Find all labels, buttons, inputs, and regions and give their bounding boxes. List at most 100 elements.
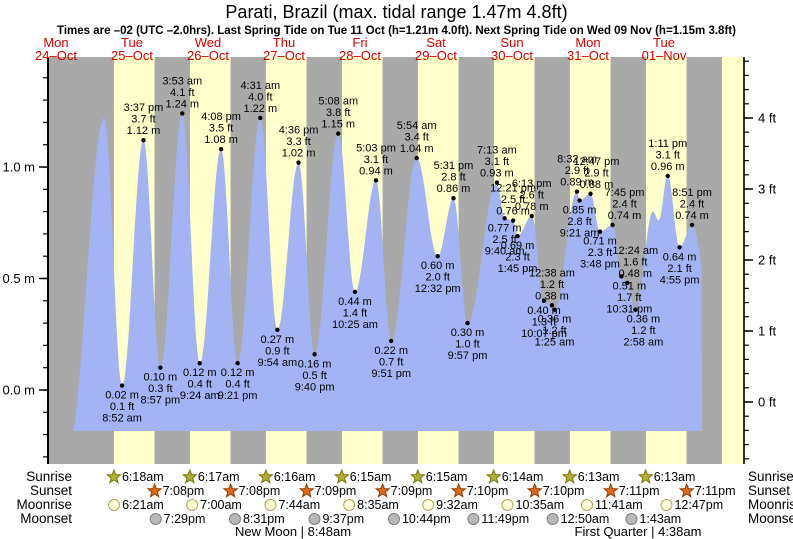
tide-annotation-line: 8:52 am	[102, 413, 142, 425]
daylight-band	[721, 57, 744, 464]
tide-annotation-line: 2.3 ft	[505, 252, 529, 264]
day-date-label: 25–Oct	[111, 48, 153, 63]
tide-extreme-dot	[625, 280, 630, 286]
tide-annotation-line: 4:55 pm	[660, 274, 700, 286]
moonset-time: 7:29pm	[164, 512, 206, 526]
tide-annotation-line: 2.9 ft	[584, 167, 608, 179]
sunrise-star-icon	[409, 468, 426, 484]
tide-annotation-line: 0.02 m	[105, 390, 139, 402]
tide-extreme-dot	[552, 307, 557, 312]
moon-phase-caption: New Moon | 8:48am	[235, 524, 351, 539]
moon-phase-caption: First Quarter | 4:38am	[575, 524, 702, 539]
tide-annotation-line: 0.94 m	[359, 165, 393, 177]
tide-annotation-line: 0.16 m	[298, 358, 332, 370]
moonrise-icon	[108, 499, 121, 511]
moonrise-time: 10:35am	[516, 498, 565, 512]
tide-annotation-line: 3.8 ft	[326, 107, 350, 119]
tide-annotation-line: 10:25 am	[332, 319, 378, 331]
moonrise-icon	[264, 499, 277, 511]
sunset-star-icon	[450, 482, 467, 498]
tide-annotation-line: 12:47 pm	[574, 156, 620, 168]
sunset-star-icon	[526, 482, 543, 498]
sunrise-time: 6:15am	[350, 470, 392, 484]
day-name-label: Sun	[500, 35, 523, 50]
moonset-icon	[308, 513, 321, 525]
tide-annotation-line: 12:38 am	[529, 267, 575, 279]
sunset-row-label-left: Sunset	[30, 483, 72, 498]
tide-extreme-dot	[510, 218, 516, 223]
tide-annotation-line: 6:13 pm	[512, 178, 552, 190]
tide-annotation-line: 2.1 ft	[667, 263, 691, 275]
tide-annotation-line: 0.10 m	[144, 372, 178, 384]
tide-annotation-line: 0.36 m	[538, 314, 572, 326]
day-name-label: Sat	[426, 35, 446, 50]
sunrise-time: 6:13am	[578, 470, 620, 484]
tide-annotation-line: 7:13 am	[477, 145, 517, 157]
sunset-time: 7:08pm	[163, 484, 205, 498]
day-name-label: Thu	[273, 35, 295, 50]
tide-annotation-line: 3.5 ft	[209, 123, 233, 135]
moonset-icon	[149, 513, 162, 525]
moonrise-icon	[660, 499, 673, 511]
tide-extreme-dot	[610, 222, 615, 228]
moonrise-time: 12:47pm	[674, 498, 723, 512]
moonrise-icon	[422, 499, 435, 511]
tide-annotation-line: 9:21 am	[560, 227, 600, 239]
tide-annotation-line: 0.22 m	[374, 345, 408, 357]
tide-annotation-line: 0.5 ft	[302, 370, 326, 382]
tide-annotation-line: 2.6 ft	[519, 190, 543, 202]
tide-extreme-dot	[588, 191, 593, 196]
moonset-time: 8:31pm	[243, 512, 285, 526]
moonrise-icon	[343, 499, 356, 511]
tide-annotation-line: 1.7 ft	[617, 292, 641, 304]
tide-annotation-line: 1.2 ft	[631, 325, 655, 337]
tide-annotation-line: 1.02 m	[282, 148, 316, 160]
tide-annotation-line: 1:45 pm	[498, 263, 538, 275]
moonset-time: 11:49pm	[481, 512, 529, 526]
tide-annotation-line: 1:25 am	[535, 337, 575, 349]
tide-extreme-dot	[296, 160, 301, 165]
left-axis-tick-label: 0.0 m	[2, 383, 35, 398]
sunset-star-icon	[602, 482, 619, 498]
sunrise-row-label-left: Sunrise	[26, 469, 72, 484]
moonset-icon	[228, 513, 241, 525]
day-name-label: Mon	[43, 35, 68, 50]
sunrise-time: 6:16am	[274, 470, 316, 484]
left-axis-tick-label: 1.0 m	[2, 160, 35, 175]
tide-annotation-line: 3.1 ft	[485, 156, 509, 168]
tide-annotation-line: 5:31 pm	[434, 160, 474, 172]
day-name-label: Tue	[121, 35, 143, 50]
tide-annotation-line: 0.77 m	[488, 222, 522, 234]
right-axis-tick-label: 1 ft	[758, 324, 776, 339]
tide-extreme-dot	[258, 115, 263, 121]
tide-annotation-line: 9:40 am	[485, 245, 525, 257]
sunset-time: 7:10pm	[543, 484, 585, 498]
moonrise-time: 9:32am	[436, 498, 478, 512]
tide-annotation-line: 1.15 m	[321, 119, 355, 131]
tide-annotation-line: 3.1 ft	[364, 154, 388, 166]
tide-annotation-line: 0.9 ft	[265, 345, 289, 357]
tide-annotation-line: 8:32 am	[557, 154, 597, 166]
tide-annotation-line: 4:36 pm	[279, 125, 319, 137]
tide-annotation-line: 9:54 am	[257, 357, 297, 369]
sunset-time: 7:10pm	[467, 484, 509, 498]
sunrise-time: 6:14am	[502, 470, 544, 484]
sunrise-time: 6:13am	[654, 470, 696, 484]
tide-annotation-line: 1.04 m	[400, 143, 434, 155]
tide-curve-area	[48, 113, 702, 431]
tide-annotation-line: 3:37 pm	[124, 102, 164, 114]
tide-annotation-line: 9:57 pm	[448, 350, 488, 362]
day-date-label: 30–Oct	[491, 48, 533, 63]
tide-annotation-line: 0.30 m	[451, 327, 485, 339]
sunset-time: 7:11pm	[695, 484, 736, 498]
tide-extreme-dot	[597, 229, 603, 234]
tide-extreme-dot	[119, 383, 125, 388]
tide-annotation-line: 0.93 m	[480, 168, 514, 180]
sunset-time: 7:08pm	[239, 484, 281, 498]
moonset-row-label-right: Moonset	[748, 511, 793, 526]
moonrise-time: 7:00am	[200, 498, 242, 512]
sunrise-star-icon	[637, 468, 654, 484]
day-name-label: Tue	[653, 35, 675, 50]
sunrise-star-icon	[561, 468, 578, 484]
